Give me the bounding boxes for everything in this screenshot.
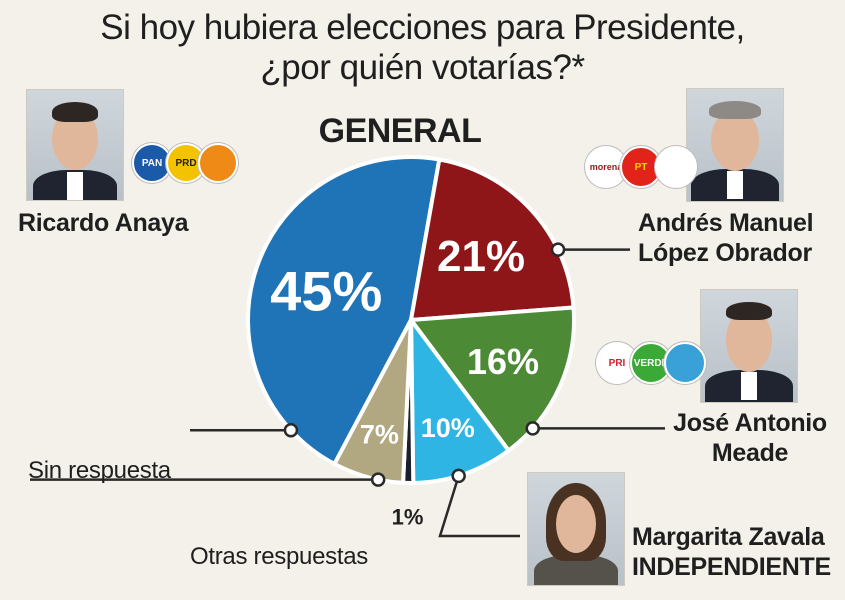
leader-lopez-obrador-marker [550,242,566,257]
slice-ricardo-anaya [246,155,442,466]
label-margarita-zavala: Margarita Zavala INDEPENDIENTE [632,523,831,581]
label-jose-antonio-meade: José Antonio Meade [673,409,827,467]
label-andres-manuel-lopez-obrador: Andrés Manuel López Obrador [638,209,814,267]
value-label-sin-respuesta: 7% [360,420,399,450]
value-label-lopez-obrador: 21% [437,232,525,281]
value-label-otras-respuestas: 1% [392,504,424,529]
leader-ricardo-anaya-marker [283,422,299,438]
label-otras-respuestas: Otras respuestas [190,543,368,570]
leader-sin-respuesta-marker [370,472,386,487]
label-ricardo-anaya: Ricardo Anaya [18,209,189,237]
logo-mc [198,143,238,183]
leader-meade-marker [525,421,540,436]
logo-pan: PAN [132,143,172,183]
logo-pes [655,146,697,188]
value-label-zavala: 10% [421,413,475,443]
title-line-2: ¿por quién votarías?* [260,48,585,87]
photo-margarita-zavala [527,472,625,586]
photo-ricardo-anaya [26,89,124,201]
photo-andres-manuel-lopez-obrador [686,88,784,202]
chart-subtitle: GENERAL [318,112,482,150]
logo-pt: PT [620,146,662,188]
slice-meade [409,305,576,453]
leader-zavala [438,475,520,538]
value-label-ricardo-anaya: 45% [270,259,382,322]
photo-jose-antonio-meade [700,289,798,403]
slice-sin-respuesta [332,318,413,485]
logo-panal [664,342,706,384]
slice-lopez-obrador [409,157,576,322]
leader-zavala-marker [451,468,466,484]
value-label-meade: 16% [467,341,539,382]
label-sin-respuesta: Sin respuesta [28,457,171,484]
title-line-1: Si hoy hubiera elecciones para President… [100,8,745,47]
chart-title: Si hoy hubiera elecciones para President… [0,8,845,88]
